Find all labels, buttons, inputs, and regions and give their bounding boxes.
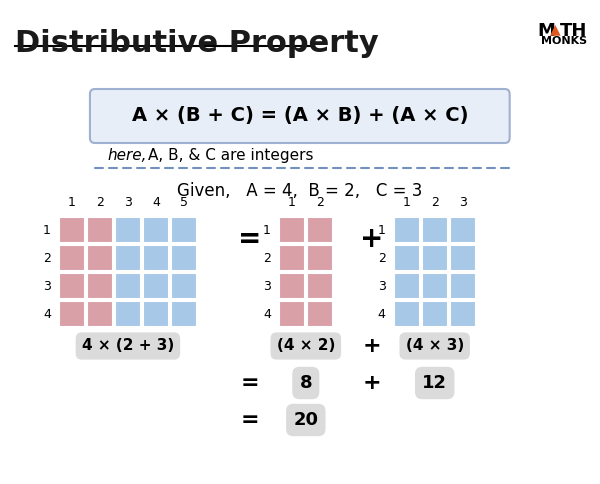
Bar <box>422 245 448 271</box>
Text: 5: 5 <box>180 197 188 210</box>
Bar <box>279 301 305 327</box>
Bar <box>279 273 305 299</box>
Text: =: = <box>238 225 262 253</box>
Text: 3: 3 <box>263 279 271 292</box>
Bar <box>143 301 169 327</box>
Text: =: = <box>241 373 259 393</box>
Text: 2: 2 <box>316 197 324 210</box>
Text: 12: 12 <box>422 374 447 392</box>
Text: 1: 1 <box>43 224 51 237</box>
Bar <box>87 217 113 243</box>
Text: (4 × 3): (4 × 3) <box>406 338 464 353</box>
Bar <box>115 217 141 243</box>
Text: +: + <box>362 336 381 356</box>
Text: M: M <box>538 22 556 40</box>
Text: 2: 2 <box>43 252 51 264</box>
Bar <box>307 245 333 271</box>
Text: 2: 2 <box>96 197 104 210</box>
Text: 1: 1 <box>263 224 271 237</box>
Bar <box>87 273 113 299</box>
FancyBboxPatch shape <box>90 89 509 143</box>
Text: +: + <box>362 373 381 393</box>
Bar <box>59 245 85 271</box>
Text: 1: 1 <box>68 197 76 210</box>
Text: =: = <box>241 410 259 430</box>
Bar <box>143 273 169 299</box>
Bar <box>422 217 448 243</box>
Bar <box>59 301 85 327</box>
Text: Given,   A = 4,  B = 2,   C = 3: Given, A = 4, B = 2, C = 3 <box>177 182 422 200</box>
Text: +: + <box>360 225 383 253</box>
Bar <box>115 301 141 327</box>
Text: (4 × 2): (4 × 2) <box>277 338 335 353</box>
Bar <box>87 245 113 271</box>
Text: 20: 20 <box>293 411 318 429</box>
Text: 4: 4 <box>263 307 271 320</box>
Text: here,: here, <box>108 148 148 163</box>
Text: 3: 3 <box>124 197 132 210</box>
Bar <box>59 217 85 243</box>
Text: 4 × (2 + 3): 4 × (2 + 3) <box>82 338 174 353</box>
Bar <box>171 217 197 243</box>
Bar <box>450 301 476 327</box>
Bar <box>59 273 85 299</box>
Bar <box>143 245 169 271</box>
Bar <box>450 273 476 299</box>
Text: 3: 3 <box>378 279 386 292</box>
Bar <box>87 301 113 327</box>
Text: A, B, & C are integers: A, B, & C are integers <box>148 148 313 163</box>
Text: 8: 8 <box>299 374 312 392</box>
Text: Distributive Property: Distributive Property <box>15 29 379 58</box>
Text: 3: 3 <box>43 279 51 292</box>
Bar <box>115 273 141 299</box>
Bar <box>171 245 197 271</box>
Text: ▲: ▲ <box>550 22 560 36</box>
Text: 4: 4 <box>378 307 386 320</box>
Text: 2: 2 <box>431 197 439 210</box>
Bar <box>422 301 448 327</box>
Bar <box>307 301 333 327</box>
Text: A × (B + C) = (A × B) + (A × C): A × (B + C) = (A × B) + (A × C) <box>131 106 468 125</box>
Bar <box>394 273 420 299</box>
Bar <box>450 245 476 271</box>
Bar <box>279 217 305 243</box>
Bar <box>307 273 333 299</box>
Bar <box>307 217 333 243</box>
Bar <box>394 245 420 271</box>
Text: 1: 1 <box>403 197 410 210</box>
Bar <box>450 217 476 243</box>
Text: 4: 4 <box>43 307 51 320</box>
Text: 4: 4 <box>152 197 160 210</box>
Text: 3: 3 <box>459 197 467 210</box>
Bar <box>171 273 197 299</box>
Bar <box>171 301 197 327</box>
Bar <box>279 245 305 271</box>
Text: TH: TH <box>560 22 587 40</box>
Text: 1: 1 <box>378 224 386 237</box>
Text: MONKS: MONKS <box>541 36 587 46</box>
Bar <box>422 273 448 299</box>
Bar <box>394 217 420 243</box>
Text: 2: 2 <box>378 252 386 264</box>
Bar <box>115 245 141 271</box>
Bar <box>143 217 169 243</box>
Text: 2: 2 <box>263 252 271 264</box>
Text: 1: 1 <box>288 197 296 210</box>
Bar <box>394 301 420 327</box>
